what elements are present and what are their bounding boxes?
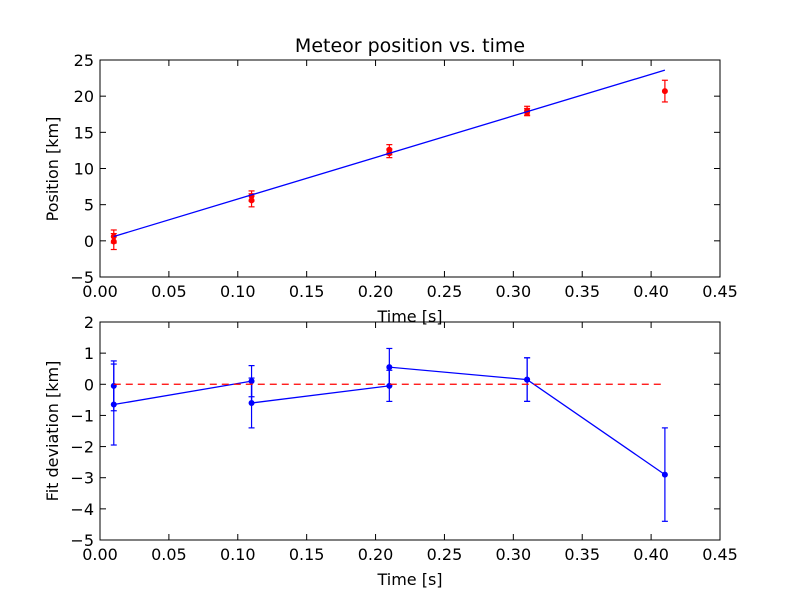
x-tick-label: 0.25 — [427, 545, 463, 564]
fit-line — [113, 69, 666, 238]
deviation-line — [113, 366, 666, 476]
x-tick-label: 0.40 — [633, 282, 669, 301]
x-tick-label: 0.30 — [496, 545, 532, 564]
x-tick-label: 0.10 — [220, 282, 256, 301]
y-tick-label: −5 — [70, 531, 94, 550]
x-tick-label: 0.20 — [358, 282, 394, 301]
y-tick-label: 25 — [74, 51, 94, 70]
x-tick-label: 0.45 — [702, 282, 738, 301]
x-tick-label: 0.35 — [564, 282, 600, 301]
x-axis-label: Time [s] — [376, 307, 442, 326]
x-tick-label: 0.40 — [633, 545, 669, 564]
y-axis-label: Fit deviation [km] — [43, 361, 62, 502]
x-tick-label: 0.15 — [289, 282, 325, 301]
data-point — [110, 238, 117, 245]
y-tick-label: 15 — [74, 123, 94, 142]
x-tick-label: 0.20 — [358, 545, 394, 564]
x-tick-label: 0.25 — [427, 282, 463, 301]
y-tick-label: −5 — [70, 268, 94, 287]
x-tick-label: 0.45 — [702, 545, 738, 564]
position-plot: Meteor position vs. time 0.00 0.05 0.10 0.1… — [43, 35, 738, 326]
position-plot-marks — [110, 69, 668, 251]
y-tick-label: 0 — [84, 232, 94, 251]
deviation-plot-frame — [99, 321, 721, 541]
data-point — [110, 401, 117, 408]
x-tick-label: 0.35 — [564, 545, 600, 564]
y-tick-label: 5 — [84, 196, 94, 215]
y-tick-label: −2 — [70, 438, 94, 457]
x-tick-label: 0.30 — [496, 282, 532, 301]
data-point — [661, 471, 668, 478]
deviation-plot: 0.00 0.05 0.10 0.15 0.20 0.25 0.30 0.35 0.40 0.45… — [43, 313, 738, 589]
x-tick-label: 0.00 — [82, 545, 118, 564]
x-tick-label: 0.10 — [220, 545, 256, 564]
y-tick-label: 20 — [74, 87, 94, 106]
data-point — [661, 88, 668, 95]
data-point — [386, 364, 393, 371]
y-tick-label: −3 — [70, 469, 94, 488]
data-point — [248, 197, 255, 204]
x-tick-label: 0.05 — [151, 282, 187, 301]
y-tick-label: 1 — [84, 344, 94, 363]
y-tick-label: 10 — [74, 160, 94, 179]
position-plot-ticks: 0.00 0.05 0.10 0.15 0.20 0.25 0.30 0.35 0.40 0.45… — [70, 51, 737, 301]
y-axis-label: Position [km] — [43, 117, 62, 222]
data-point — [524, 376, 531, 383]
y-tick-label: −4 — [70, 500, 94, 519]
chart-title: Meteor position vs. time — [295, 35, 525, 57]
y-tick-label: −1 — [70, 406, 94, 425]
x-axis-label: Time [s] — [376, 570, 442, 589]
x-tick-label: 0.05 — [151, 545, 187, 564]
deviation-plot-ticks: 0.00 0.05 0.10 0.15 0.20 0.25 0.30 0.35 0.40 0.45… — [70, 313, 737, 564]
x-tick-label: 0.15 — [289, 545, 325, 564]
y-tick-label: 0 — [84, 375, 94, 394]
deviation-plot-marks — [110, 347, 668, 522]
y-tick-label: 2 — [84, 313, 94, 332]
x-tick-label: 0.00 — [82, 282, 118, 301]
data-point — [248, 399, 255, 406]
